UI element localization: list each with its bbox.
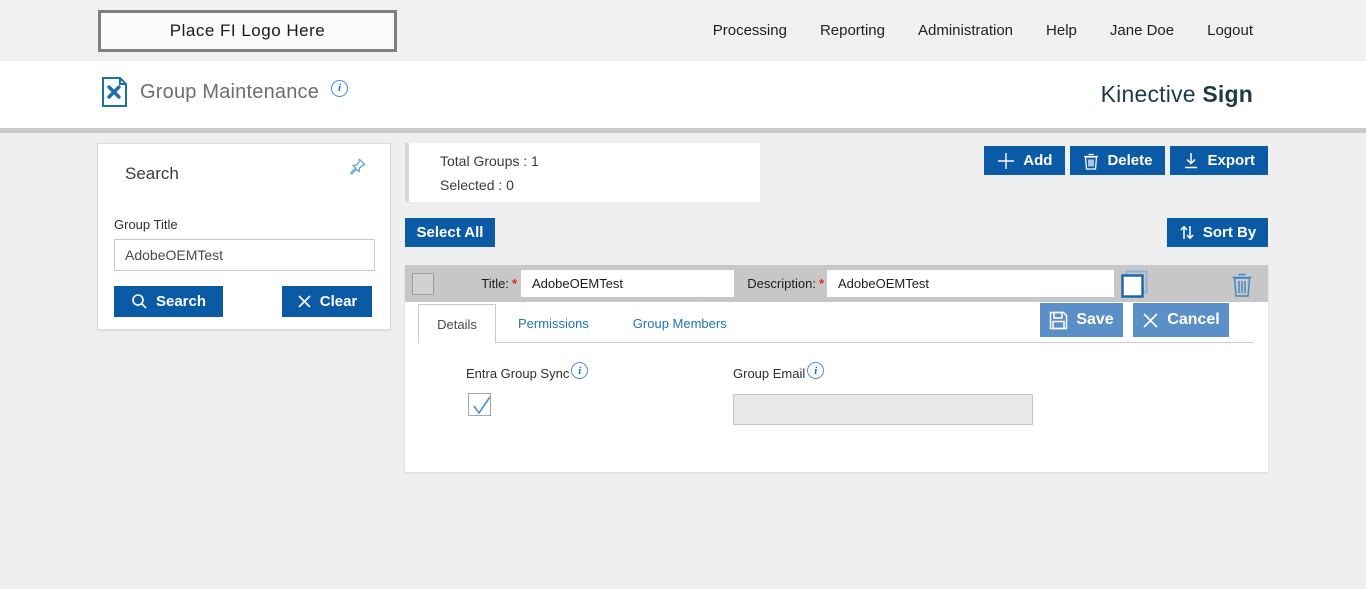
header-divider — [0, 128, 1366, 133]
magnifier-icon — [132, 294, 147, 309]
search-panel-title: Search — [125, 164, 179, 183]
page-title: Group Maintenance — [140, 80, 320, 103]
required-asterisk: * — [818, 276, 824, 291]
pushpin-icon[interactable] — [346, 156, 368, 178]
up-down-arrows-icon — [1180, 226, 1194, 239]
top-bar: Place FI Logo Here Processing Reporting … — [0, 0, 1366, 61]
nav-administration[interactable]: Administration — [917, 22, 1014, 39]
title-label: Title: * — [481, 276, 517, 291]
add-button[interactable]: Add — [984, 146, 1066, 175]
page-title-info-icon[interactable]: i — [331, 79, 349, 97]
cancel-button[interactable]: Cancel — [1133, 303, 1229, 337]
entra-group-sync-label-row: Entra Group Sync i — [466, 362, 589, 383]
brand-bold: Sign — [1202, 81, 1253, 107]
nav-help[interactable]: Help — [1046, 22, 1077, 39]
brand-regular: Kinective — [1100, 81, 1196, 107]
tab-details[interactable]: Details — [418, 304, 496, 343]
row-trash-icon[interactable] — [1231, 271, 1253, 297]
top-nav: Processing Reporting Administration Help… — [713, 0, 1253, 61]
group-title-search-input[interactable] — [114, 239, 375, 271]
select-all-button[interactable]: Select All — [405, 218, 495, 247]
x-icon — [1143, 312, 1158, 328]
nav-processing[interactable]: Processing — [712, 22, 787, 39]
group-email-input[interactable] — [733, 394, 1033, 425]
group-email-label: Group Email — [733, 366, 806, 381]
checkmark-icon — [473, 396, 491, 415]
total-groups-count: Total Groups : 1 — [440, 153, 539, 169]
entra-group-sync-info-icon[interactable]: i — [571, 362, 589, 379]
group-title-label: Group Title — [114, 217, 178, 232]
tab-strip: Details Permissions Group Members — [418, 302, 1253, 343]
delete-button[interactable]: Delete — [1070, 146, 1166, 175]
floppy-disk-icon — [1050, 311, 1068, 329]
group-toolbar: Add Delete Export — [984, 146, 1268, 175]
brand-logo: Kinective Sign — [1101, 81, 1253, 108]
group-detail-panel: Title:* Description:* Details Permission… — [405, 265, 1268, 472]
sort-by-button[interactable]: Sort By — [1167, 218, 1268, 247]
description-label: Description: * — [747, 276, 824, 291]
search-button[interactable]: Search — [114, 286, 223, 317]
export-button[interactable]: Export — [1170, 146, 1268, 175]
x-icon — [298, 295, 311, 308]
clear-button[interactable]: Clear — [282, 286, 372, 317]
group-email-info-icon[interactable]: i — [807, 362, 825, 379]
fi-logo-placeholder: Place FI Logo Here — [98, 10, 397, 52]
document-tools-icon — [102, 77, 127, 107]
required-asterisk: * — [511, 276, 517, 291]
plus-icon — [998, 152, 1015, 169]
search-panel: Search Group Title Search Clear — [97, 143, 391, 330]
save-button[interactable]: Save — [1040, 303, 1123, 337]
nav-user-jane-doe[interactable]: Jane Doe — [1109, 22, 1175, 39]
tab-permissions[interactable]: Permissions — [518, 315, 589, 331]
description-input[interactable] — [827, 270, 1114, 297]
nav-logout[interactable]: Logout — [1207, 22, 1253, 39]
summary-box: Total Groups : 1 Selected : 0 — [405, 143, 760, 202]
title-input[interactable] — [521, 270, 734, 297]
trash-icon — [1084, 153, 1099, 170]
page-header: Group Maintenance i Kinective Sign — [0, 61, 1366, 128]
row-checkbox[interactable] — [412, 273, 434, 295]
tab-group-members[interactable]: Group Members — [632, 315, 727, 331]
nav-reporting[interactable]: Reporting — [819, 22, 885, 39]
group-email-label-row: Group Email i — [733, 362, 825, 383]
group-row: Title:* Description:* — [405, 265, 1268, 302]
entra-group-sync-checkbox[interactable] — [468, 393, 491, 416]
selected-count: Selected : 0 — [440, 177, 514, 193]
copy-icon[interactable] — [1121, 269, 1149, 299]
page-header-left: Group Maintenance i — [101, 77, 349, 107]
entra-group-sync-label: Entra Group Sync — [466, 366, 570, 381]
download-icon — [1185, 153, 1198, 169]
